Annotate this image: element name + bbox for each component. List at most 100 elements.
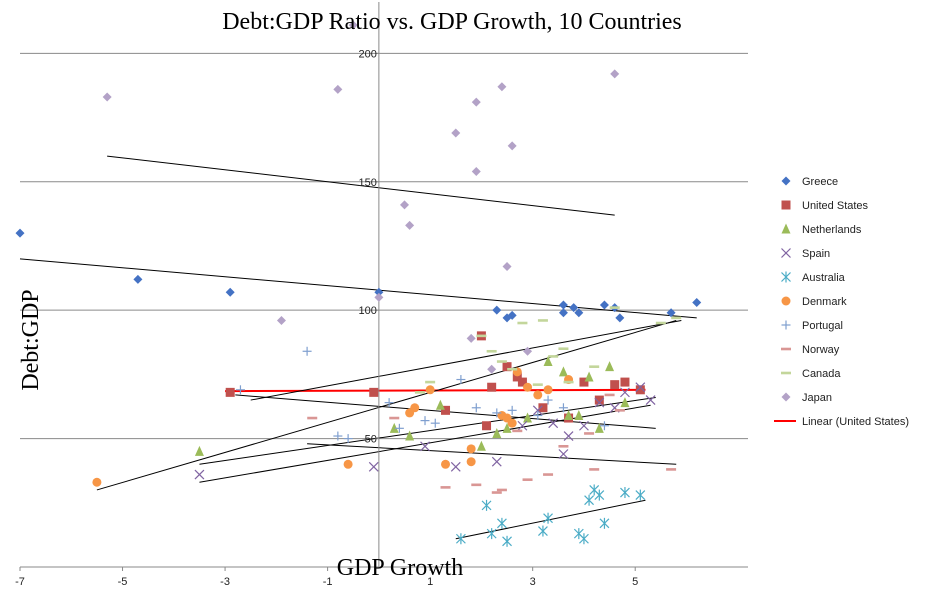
y-tick-label: 100 bbox=[359, 305, 377, 317]
data-point-norway bbox=[496, 488, 507, 492]
data-point-japan bbox=[497, 82, 507, 92]
data-point-australia bbox=[481, 499, 492, 511]
legend-marker-spain-stroke bbox=[781, 248, 791, 258]
gridlines bbox=[20, 52, 748, 440]
legend-label-japan: Japan bbox=[802, 392, 832, 404]
data-point-australia bbox=[496, 517, 507, 529]
data-points bbox=[15, 20, 702, 547]
data-point-australia bbox=[543, 512, 553, 524]
x-tick-label: -5 bbox=[118, 576, 128, 588]
data-point-japan bbox=[400, 200, 410, 210]
series-united-states bbox=[225, 331, 645, 431]
data-point-japan bbox=[471, 167, 481, 176]
legend-item-linear-united-states: Linear (United States) bbox=[774, 416, 909, 428]
data-point-canada bbox=[655, 321, 666, 325]
data-point-netherlands bbox=[523, 412, 533, 423]
data-point-australia bbox=[538, 525, 548, 537]
data-point-australia bbox=[620, 487, 630, 499]
data-point-canada bbox=[589, 365, 600, 368]
data-point-spain-stroke bbox=[645, 395, 656, 405]
data-point-united-states bbox=[482, 421, 492, 431]
data-point-netherlands bbox=[492, 427, 502, 438]
legend-item-greece: Greece bbox=[781, 176, 838, 188]
trendline-greece bbox=[19, 258, 697, 319]
data-point-spain bbox=[368, 461, 379, 472]
data-point-greece bbox=[615, 313, 625, 323]
legend-label-portugal: Portugal bbox=[802, 320, 843, 332]
data-point-norway bbox=[543, 473, 554, 476]
data-point-canada bbox=[558, 347, 569, 351]
data-point-canada bbox=[496, 360, 507, 363]
data-point-greece bbox=[569, 303, 579, 313]
legend-item-united-states: United States bbox=[781, 200, 869, 212]
data-point-norway bbox=[558, 444, 569, 448]
data-point-spain-stroke bbox=[579, 420, 589, 431]
data-point-denmark bbox=[343, 459, 353, 469]
x-tick-label: 5 bbox=[632, 576, 638, 588]
data-point-denmark bbox=[533, 390, 543, 400]
data-point-norway bbox=[522, 478, 533, 481]
data-point-portugal bbox=[492, 408, 502, 418]
data-point-norway bbox=[307, 416, 318, 420]
y-tick-label: 150 bbox=[359, 177, 377, 189]
data-point-portugal bbox=[333, 431, 343, 441]
legend-label-denmark: Denmark bbox=[802, 296, 847, 308]
data-point-greece bbox=[507, 310, 517, 320]
data-point-spain-stroke bbox=[563, 431, 574, 441]
data-point-spain bbox=[491, 456, 502, 467]
legend-item-denmark: Denmark bbox=[781, 296, 847, 308]
data-point-japan bbox=[374, 292, 384, 302]
legend-marker-greece bbox=[781, 176, 791, 186]
data-point-canada bbox=[507, 367, 518, 371]
data-point-australia bbox=[594, 489, 605, 501]
legend-marker-japan bbox=[781, 392, 791, 402]
data-point-portugal bbox=[394, 423, 404, 433]
data-point-canada bbox=[414, 391, 425, 394]
legend-label-greece: Greece bbox=[802, 176, 838, 188]
legend-label-australia: Australia bbox=[802, 272, 846, 284]
data-point-australia bbox=[486, 528, 497, 540]
data-point-united-states bbox=[579, 377, 589, 387]
series-japan bbox=[102, 20, 620, 374]
data-point-spain bbox=[645, 395, 656, 405]
y-axis-label: Debt:GDP bbox=[18, 289, 44, 390]
trendline-canada bbox=[250, 319, 682, 401]
data-point-netherlands bbox=[564, 409, 574, 420]
legend-label-netherlands: Netherlands bbox=[802, 224, 862, 236]
data-point-portugal bbox=[456, 375, 466, 385]
data-point-spain-stroke bbox=[420, 441, 430, 452]
y-tick-label: 200 bbox=[359, 48, 377, 60]
data-point-united-states bbox=[369, 387, 379, 397]
axes bbox=[19, 2, 748, 571]
legend-label-norway: Norway bbox=[802, 344, 840, 356]
legend-label-canada: Canada bbox=[802, 368, 841, 380]
data-point-canada bbox=[609, 306, 620, 309]
legend-item-australia: Australia bbox=[781, 271, 846, 284]
data-point-greece bbox=[133, 274, 143, 284]
data-point-canada bbox=[532, 383, 543, 386]
data-point-united-states bbox=[635, 385, 645, 395]
data-point-japan bbox=[333, 84, 343, 94]
data-point-united-states bbox=[487, 382, 497, 392]
data-point-canada bbox=[537, 319, 548, 322]
series-australia bbox=[455, 484, 646, 547]
data-point-australia bbox=[579, 533, 589, 545]
data-point-portugal bbox=[599, 421, 609, 431]
data-point-portugal bbox=[507, 405, 517, 415]
data-point-united-states bbox=[225, 387, 235, 397]
data-point-denmark bbox=[410, 403, 420, 413]
series-canada bbox=[414, 306, 682, 394]
data-point-united-states bbox=[610, 380, 620, 390]
data-point-greece bbox=[558, 308, 568, 318]
data-point-denmark bbox=[425, 385, 435, 395]
data-point-netherlands bbox=[620, 397, 630, 408]
data-point-netherlands bbox=[574, 409, 584, 420]
trendline-australia bbox=[455, 499, 646, 540]
chart-title: Debt:GDP Ratio vs. GDP Growth, 10 Countr… bbox=[222, 9, 682, 35]
data-point-portugal bbox=[558, 403, 568, 413]
data-point-spain bbox=[635, 382, 646, 393]
data-point-spain bbox=[579, 420, 589, 431]
legend-marker-united-states bbox=[781, 200, 791, 210]
legend-item-portugal: Portugal bbox=[781, 320, 843, 332]
